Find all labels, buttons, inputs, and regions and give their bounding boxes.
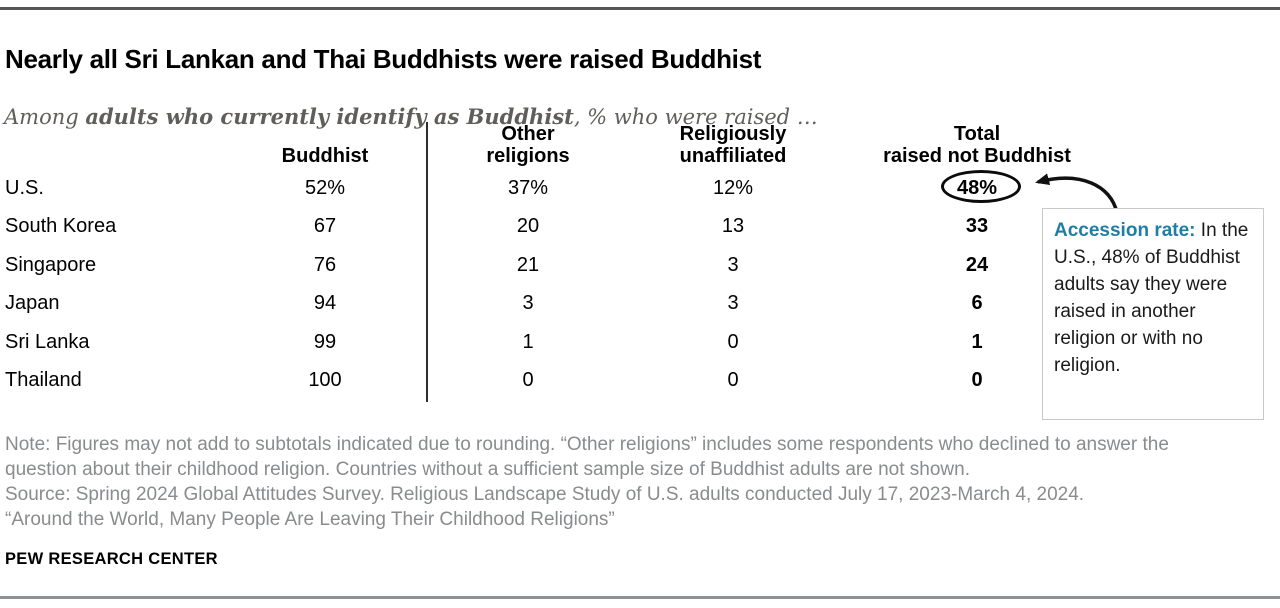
- value-total: 1: [971, 330, 983, 353]
- column-header-country: [0, 121, 220, 167]
- value-buddhist: 100: [308, 369, 342, 392]
- callout-text: In the U.S., 48% of Buddhist adults say …: [1054, 220, 1249, 376]
- row-label: Singapore: [5, 253, 97, 276]
- value-total: 0: [971, 369, 983, 392]
- arrow-annotation: [1035, 173, 1119, 214]
- column-divider-line: [426, 122, 428, 402]
- circle-annotation: [941, 170, 1021, 203]
- value-unaffiliated: 0: [727, 369, 739, 392]
- value-other: 37%: [507, 176, 549, 199]
- table-header-row: Buddhist Other religions Religiously una…: [0, 121, 1114, 167]
- value-total: 24: [965, 253, 989, 276]
- bottom-rule: [0, 596, 1280, 599]
- value-buddhist: 67: [313, 215, 337, 238]
- row-label: U.S.: [5, 176, 44, 199]
- value-other: 21: [516, 253, 540, 276]
- value-buddhist: 94: [313, 292, 337, 315]
- column-header-other-religions: Other religions: [486, 123, 570, 167]
- note-line-2: question about their childhood religion.…: [5, 459, 971, 480]
- callout-label: Accession rate:: [1054, 220, 1196, 241]
- source-line: Source: Spring 2024 Global Attitudes Sur…: [5, 484, 1085, 505]
- column-header-religiously-unaffiliated: Religiously unaffiliated: [679, 123, 787, 167]
- value-buddhist: 99: [313, 330, 337, 353]
- subtitle-suffix: , % who were raised …: [573, 105, 818, 129]
- note-line-1: Note: Figures may not add to subtotals i…: [5, 434, 1169, 455]
- value-unaffiliated: 0: [727, 330, 739, 353]
- value-unaffiliated: 3: [727, 292, 739, 315]
- page-title: Nearly all Sri Lankan and Thai Buddhists…: [5, 44, 762, 75]
- value-other: 3: [522, 292, 534, 315]
- row-label: Sri Lanka: [5, 330, 90, 353]
- value-total: 6: [971, 292, 983, 315]
- value-other: 1: [522, 330, 534, 353]
- data-table: U.S. 52% 37% 12% 48% South Korea 67 20 1…: [0, 169, 1114, 400]
- column-header-total-raised-not-buddhist: Total raised not Buddhist: [883, 123, 1071, 167]
- value-unaffiliated: 3: [727, 253, 739, 276]
- value-unaffiliated: 12%: [712, 176, 754, 199]
- value-other: 0: [522, 369, 534, 392]
- value-total: 33: [965, 215, 989, 238]
- row-label: Thailand: [5, 369, 82, 392]
- value-buddhist: 76: [313, 253, 337, 276]
- accession-rate-callout: Accession rate: In the U.S., 48% of Budd…: [1042, 208, 1264, 420]
- value-unaffiliated: 13: [721, 215, 745, 238]
- citation-line: “Around the World, Many People Are Leavi…: [5, 509, 615, 530]
- value-other: 20: [516, 215, 540, 238]
- subtitle-prefix: Among: [4, 105, 86, 129]
- pew-research-center-wordmark: PEW RESEARCH CENTER: [5, 550, 218, 568]
- column-header-buddhist: Buddhist: [281, 145, 369, 167]
- subtitle-emphasis: adults who currently identify as Buddhis…: [85, 104, 574, 129]
- value-buddhist: 52%: [304, 176, 346, 199]
- row-label: South Korea: [5, 215, 117, 238]
- top-rule: [0, 7, 1280, 10]
- row-label: Japan: [5, 292, 60, 315]
- chart-subtitle: Among adults who currently identify as B…: [4, 104, 818, 129]
